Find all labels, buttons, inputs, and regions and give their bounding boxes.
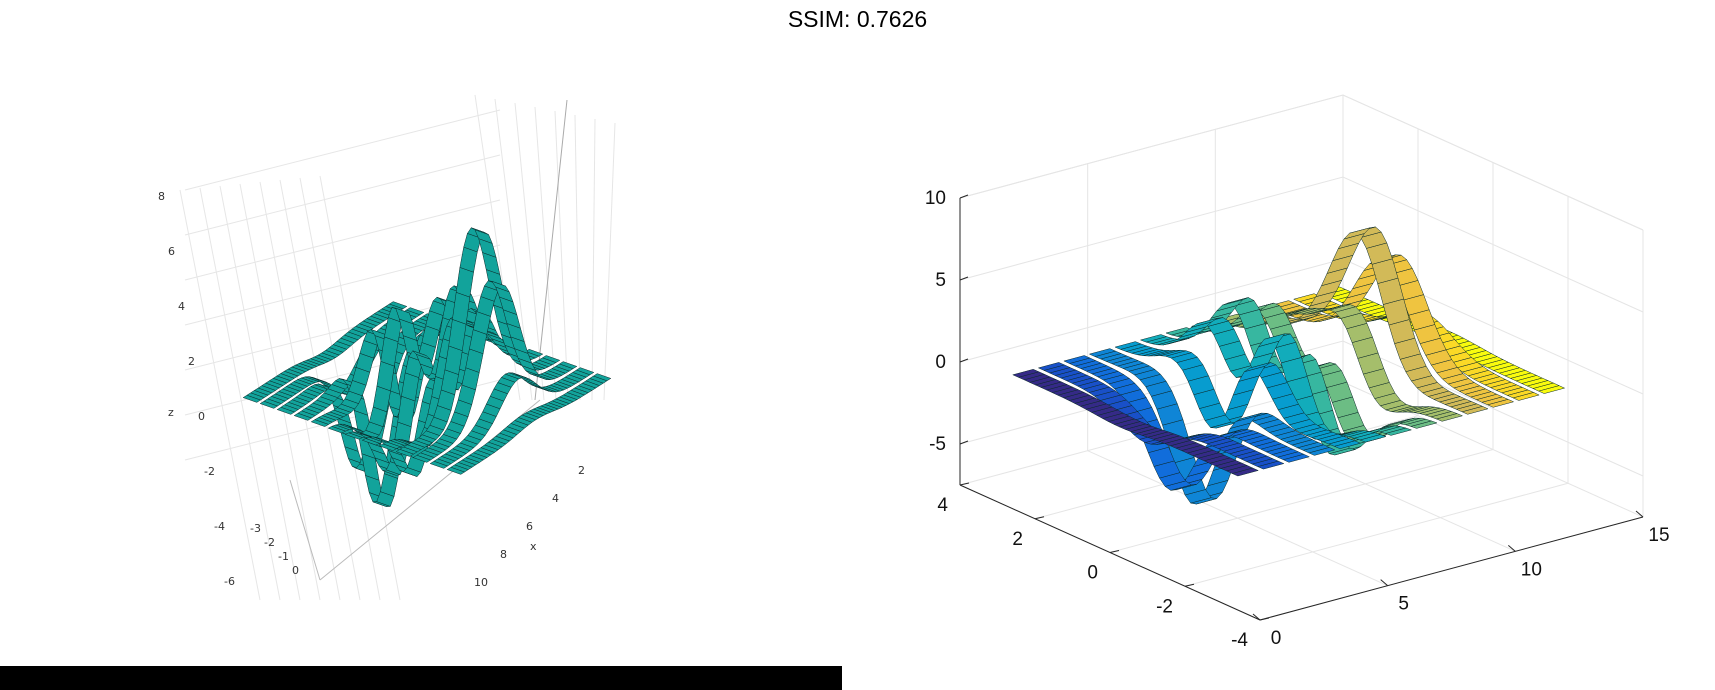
left-z-axis-label: z [168,406,174,419]
left-x-tick-label: 2 [578,464,585,477]
left-x-tick-label: 6 [526,520,533,533]
left-z-tick-label: -6 [224,575,235,588]
right-y-tick-label: -4 [1231,630,1248,651]
left-x-tick-label: 4 [552,492,559,505]
left-y-tick-label: -2 [264,536,275,549]
ribbon-11 [412,280,578,463]
right-ribbons [1012,226,1566,505]
right-y-tick-label: -2 [1156,596,1173,617]
ribbon-1 [1012,369,1259,477]
left-z-tick-label: -2 [204,465,215,478]
ribbon-12 [429,367,595,469]
left-x-tick-label: 8 [500,548,507,561]
ribbon-segment [1063,355,1091,364]
right-y-tick-label: 2 [1012,529,1023,550]
ribbon-segment [541,355,561,363]
left-x-axis-label: x [530,540,537,553]
left-z-tick-label: 0 [198,410,205,423]
left-z-tick-label: 6 [168,245,175,258]
left-y-tick-label: 0 [292,564,299,577]
ribbon-segment [1292,293,1321,302]
ribbon-segment [524,349,544,357]
ribbon-3 [1063,355,1311,491]
ribbon-1 [242,301,408,403]
ribbon-5 [1114,341,1362,449]
right-tick-labels: 10 5 0 -5 0 5 10 15 4 2 0 -2 -4 [925,188,1670,651]
ribbon-segment [558,361,578,369]
ribbon-13 [446,373,612,475]
ribbon-segment [1088,348,1117,357]
right-z-tick-label: -5 [929,434,946,455]
right-y-tick-label: 4 [937,495,948,516]
ribbon-segment [1165,327,1193,336]
left-ribbons [242,227,612,508]
ribbon-segment [592,373,612,382]
right-x-tick-label: 10 [1521,559,1542,580]
bottom-bar [0,666,842,690]
right-x-tick-label: 15 [1648,525,1669,546]
ribbon-segment [1139,334,1168,343]
right-x-tick-label: 5 [1398,594,1409,615]
right-x-axis [1259,516,1644,621]
left-y-tick-label: -3 [250,522,261,535]
left-z-tick-label: -4 [214,520,225,533]
left-x-tick-label: 10 [474,576,488,589]
left-y-tick-label: -1 [278,550,289,563]
right-z-tick-label: 5 [935,270,946,291]
right-z-tick-label: 10 [925,188,946,209]
left-z-tick-label: 4 [178,300,185,313]
right-y-tick-label: 0 [1087,563,1098,584]
ribbon-chart-right: 10 5 0 -5 0 5 10 15 4 2 0 -2 -4 [925,94,1670,651]
right-z-tick-label: 0 [935,352,946,373]
left-grid [179,94,616,601]
left-z-tick-label: 8 [158,190,165,203]
right-axes [959,194,1644,621]
ribbon-segment [1114,341,1142,350]
ribbon-segment [1012,369,1040,378]
ribbon-segment [1037,362,1066,371]
ribbon-6 [1139,317,1387,443]
ribbon-10 [395,227,561,457]
ribbon-segment [405,307,425,316]
page-title: SSIM: 0.7626 [787,6,928,32]
ribbon-segment [388,301,408,310]
right-x-tick-label: 0 [1271,628,1282,649]
left-z-tick-label: 2 [188,355,195,368]
ribbon-segment [575,367,595,376]
